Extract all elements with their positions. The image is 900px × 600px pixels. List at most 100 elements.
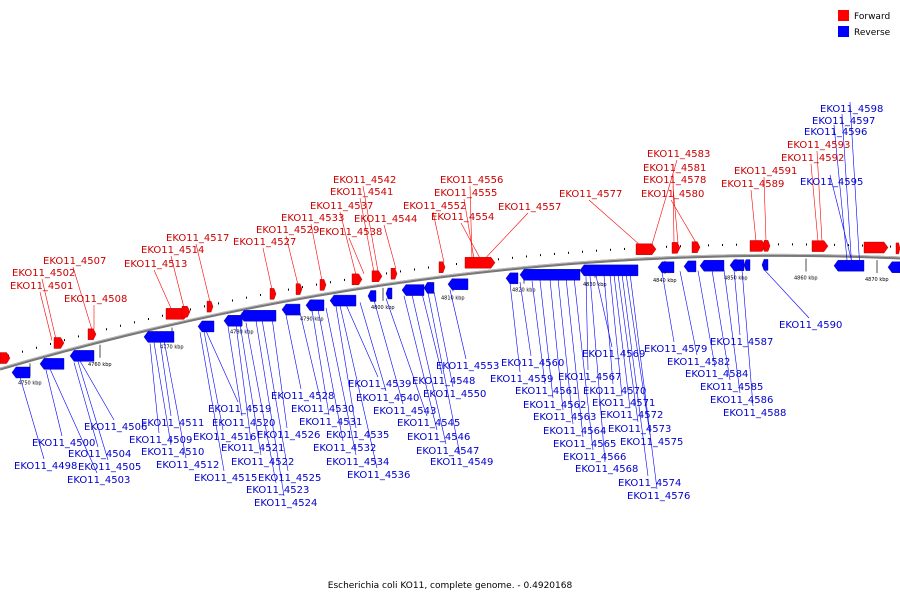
gene-label: EKO11_4505 xyxy=(78,462,141,473)
forward-gene-arrow xyxy=(53,337,65,349)
minor-tick xyxy=(106,328,107,331)
legend-reverse-swatch xyxy=(838,26,849,37)
leader-line xyxy=(629,273,658,490)
minor-tick xyxy=(428,266,429,269)
leader-line xyxy=(195,243,211,303)
gene-label: EKO11_4564 xyxy=(543,426,606,437)
reverse-gene-arrow xyxy=(761,259,769,271)
gene-label: EKO11_4548 xyxy=(412,376,475,387)
gene-label: EKO11_4520 xyxy=(212,418,275,429)
reverse-gene-arrow xyxy=(657,261,675,274)
gene-label: EKO11_4587 xyxy=(710,337,773,348)
minor-tick xyxy=(596,249,597,252)
leader-line xyxy=(469,185,473,260)
gene-label: EKO11_4540 xyxy=(356,393,419,404)
gene-label: EKO11_4555 xyxy=(434,188,497,199)
leader-line xyxy=(750,189,757,242)
gene-label: EKO11_4521 xyxy=(221,443,284,454)
leader-line xyxy=(723,269,741,394)
leader-line xyxy=(79,360,115,421)
leader-line xyxy=(651,159,678,245)
gene-label: EKO11_4580 xyxy=(641,189,704,200)
leader-line xyxy=(433,291,454,388)
reverse-gene-arrow xyxy=(239,310,277,322)
forward-gene-arrow xyxy=(895,242,900,255)
leader-line xyxy=(697,270,716,368)
gene-label: EKO11_4527 xyxy=(233,237,296,248)
gene-label: EKO11_4546 xyxy=(407,432,470,443)
minor-tick xyxy=(568,251,569,254)
scale-tick-label: 4820 kbp xyxy=(512,288,536,294)
leader-line xyxy=(741,269,754,407)
gene-label: EKO11_4519 xyxy=(208,404,271,415)
leader-line xyxy=(153,342,172,446)
minor-tick xyxy=(624,247,625,250)
forward-gene-arrow xyxy=(863,241,889,254)
gene-label: EKO11_4513 xyxy=(124,259,187,270)
leader-line xyxy=(421,293,443,375)
gene-label: EKO11_4571 xyxy=(592,398,655,409)
minor-tick xyxy=(610,248,611,251)
gene-label: EKO11_4565 xyxy=(553,439,616,450)
leader-line xyxy=(335,306,357,429)
minor-tick xyxy=(64,339,65,342)
gene-label: EKO11_4569 xyxy=(582,349,645,360)
leader-line xyxy=(549,279,564,411)
leader-line xyxy=(460,222,481,259)
minor-tick xyxy=(330,281,331,284)
gene-label: EKO11_4537 xyxy=(310,201,373,212)
leader-line xyxy=(672,185,679,244)
legend-forward-swatch xyxy=(838,10,849,21)
minor-tick xyxy=(540,254,541,257)
forward-gene-arrow xyxy=(0,352,11,364)
gene-label: EKO11_4506 xyxy=(84,422,147,433)
leader-line xyxy=(449,289,467,360)
gene-label: EKO11_4500 xyxy=(32,438,95,449)
forward-gene-arrow xyxy=(464,257,496,269)
leader-line xyxy=(359,197,375,273)
gene-label: EKO11_4525 xyxy=(258,473,321,484)
reverse-gene-arrow xyxy=(223,315,243,327)
forward-gene-arrow xyxy=(351,273,363,286)
gene-label: EKO11_4541 xyxy=(330,187,393,198)
forward-gene-arrow xyxy=(181,306,191,318)
reverse-gene-arrow xyxy=(887,261,900,273)
minor-tick xyxy=(708,244,709,247)
reverse-gene-arrow xyxy=(519,269,581,281)
forward-gene-arrow xyxy=(206,300,214,313)
leader-line xyxy=(403,295,438,431)
minor-tick xyxy=(302,286,303,289)
leader-line xyxy=(531,280,546,385)
gene-label: EKO11_4522 xyxy=(231,457,294,468)
leader-line xyxy=(621,274,649,477)
gene-label: EKO11_4530 xyxy=(291,404,354,415)
scale-tick-label: 4840 kbp xyxy=(653,278,677,284)
scale-tick-label: 4830 kbp xyxy=(583,282,607,288)
reverse-gene-arrow xyxy=(683,260,697,273)
reverse-gene-arrow xyxy=(699,260,725,272)
reverse-gene-arrow xyxy=(69,350,95,362)
leader-line xyxy=(539,280,554,399)
genome-backbone-highlight xyxy=(0,253,900,369)
gene-label: EKO11_4503 xyxy=(67,475,130,486)
leader-line xyxy=(359,302,387,392)
minor-tick xyxy=(120,324,121,327)
gene-label: EKO11_4509 xyxy=(129,435,192,446)
gene-label: EKO11_4570 xyxy=(583,386,646,397)
leader-line xyxy=(833,124,849,271)
forward-gene-arrow xyxy=(635,243,657,255)
leader-line xyxy=(829,174,855,271)
forward-gene-arrow xyxy=(295,283,303,295)
leader-line xyxy=(153,269,173,311)
scale-tick-label: 4810 kbp xyxy=(441,295,465,301)
gene-label: EKO11_4542 xyxy=(333,175,396,186)
leader-line xyxy=(509,282,521,373)
gene-label: EKO11_4595 xyxy=(800,177,863,188)
leader-line xyxy=(163,340,187,459)
leader-line xyxy=(285,235,299,285)
scale-tick-label: 4770 kbp xyxy=(160,344,184,350)
leader-line xyxy=(432,211,445,263)
gene-label: EKO11_4524 xyxy=(254,498,317,509)
gene-label: EKO11_4588 xyxy=(723,408,786,419)
